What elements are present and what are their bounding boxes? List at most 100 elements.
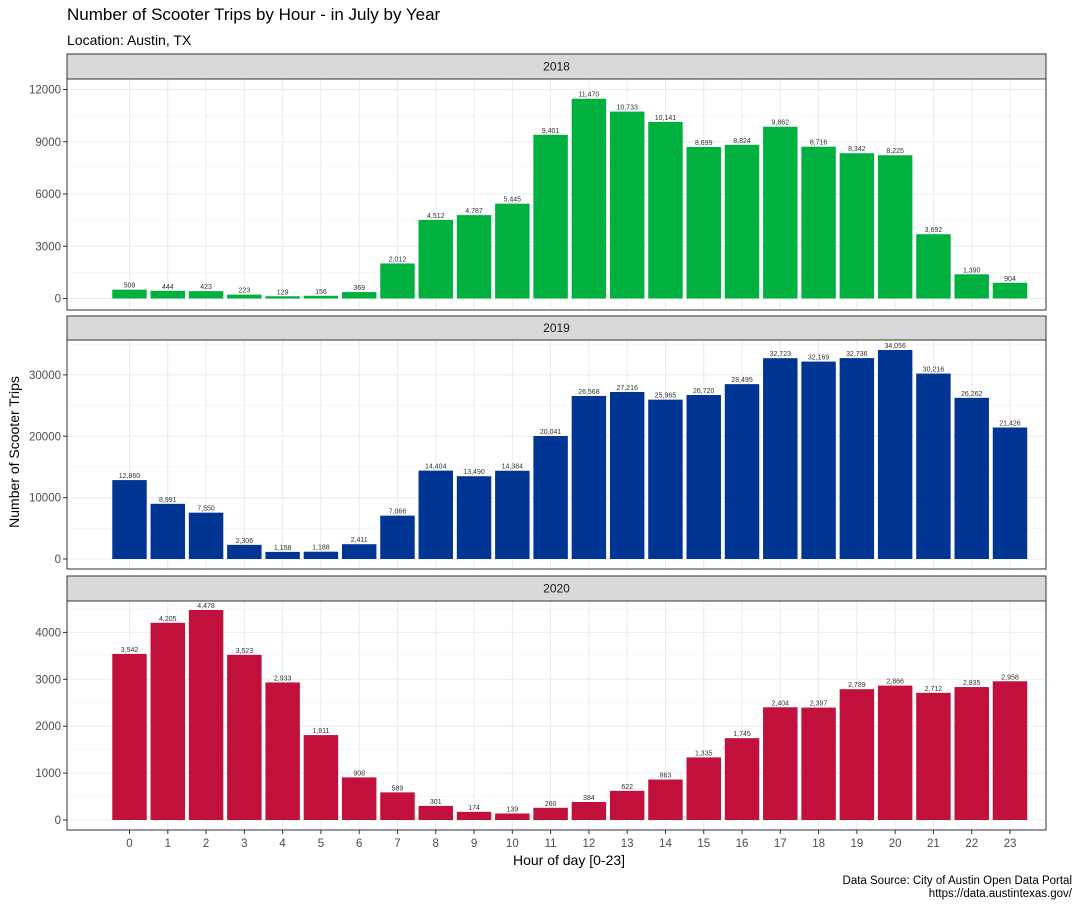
bar-value-label: 1,335 [695, 750, 713, 757]
panel-border [66, 78, 1047, 311]
bar-value-label: 8,716 [810, 140, 828, 147]
x-tick-label: 3 [241, 838, 247, 850]
bar [839, 689, 875, 820]
bar [609, 391, 645, 559]
bar [265, 682, 300, 820]
x-tick-label: 1 [165, 838, 171, 850]
bar [877, 350, 913, 559]
bar-value-label: 4,205 [159, 616, 177, 623]
chart-title: Number of Scooter Trips by Hour - in Jul… [67, 5, 441, 24]
bar-value-label: 12,860 [119, 473, 141, 480]
y-tick-label: 12000 [29, 85, 61, 97]
bar-value-label: 32,736 [846, 351, 868, 358]
x-tick-label: 20 [889, 838, 902, 850]
bar-value-label: 384 [583, 795, 595, 802]
bar-value-label: 2,789 [848, 682, 866, 689]
facet-strip [66, 53, 1047, 80]
bar-value-label: 2,712 [925, 686, 943, 693]
bar-value-label: 589 [392, 785, 404, 792]
x-tick-label: 12 [582, 838, 595, 850]
bar [763, 358, 798, 559]
bar-value-label: 2,404 [772, 700, 790, 707]
bar [724, 384, 760, 559]
bar-value-label: 2,306 [236, 538, 254, 545]
bar [992, 427, 1028, 559]
y-tick-label: 10000 [29, 493, 61, 505]
x-tick-label: 14 [659, 838, 672, 850]
bar-value-label: 30,216 [923, 367, 945, 374]
y-tick-label: 6000 [35, 189, 61, 201]
bar-value-label: 8,991 [159, 497, 177, 504]
bar [916, 234, 951, 299]
caption-source: Data Source: City of Austin Open Data Po… [842, 875, 1072, 887]
panel-border [66, 600, 1047, 831]
x-tick-label: 13 [621, 838, 634, 850]
bar [456, 215, 492, 299]
bar-value-label: 622 [621, 784, 633, 791]
bar-value-label: 156 [315, 289, 327, 296]
bar [992, 681, 1028, 820]
y-tick-label: 20000 [29, 431, 61, 443]
bar-value-label: 2,958 [1001, 674, 1019, 681]
bar [763, 126, 798, 299]
y-tick-label: 9000 [35, 137, 61, 149]
bar-value-label: 11,470 [578, 92, 599, 99]
bar-value-label: 20,041 [540, 429, 562, 436]
bar [839, 358, 875, 559]
bar-value-label: 223 [239, 288, 251, 295]
bar [380, 263, 415, 299]
bar-value-label: 28,495 [731, 377, 753, 384]
bar-value-label: 14,404 [425, 464, 447, 471]
bar-value-label: 1,745 [733, 731, 751, 738]
y-tick-label: 0 [55, 554, 61, 566]
panel-border [66, 339, 1047, 570]
x-tick-label: 11 [545, 838, 557, 850]
x-tick-label: 16 [736, 838, 749, 850]
bar [609, 111, 645, 299]
bar-value-label: 444 [162, 284, 174, 291]
bar-value-label: 9,401 [542, 128, 560, 135]
y-tick-label: 3000 [35, 241, 61, 253]
bar [495, 470, 530, 559]
x-axis: 0 1 2 3 4 5 6 7 8 9 10 11 12 13 14 15 16 17 18 19 20 21 22 23 [126, 830, 1016, 850]
bar [877, 155, 913, 299]
bar [495, 203, 530, 299]
bar [533, 134, 568, 299]
facet-panel-2020: 2020 0 1000 2000 3000 4000 3,542 4,205 4,478 3,52… [35, 575, 1047, 831]
bar [801, 146, 836, 299]
x-tick-label: 6 [356, 838, 362, 850]
x-tick-label: 2 [203, 838, 209, 850]
bar [763, 707, 798, 820]
bar-value-label: 1,390 [963, 267, 981, 274]
bar-value-label: 508 [124, 283, 136, 290]
bar-value-label: 14,384 [502, 464, 524, 471]
bar-value-label: 2,411 [351, 537, 368, 544]
bar-value-label: 908 [353, 770, 365, 777]
bar [188, 610, 224, 820]
x-tick-label: 7 [394, 838, 400, 850]
bar [265, 551, 300, 559]
bar [341, 292, 377, 299]
bar [686, 757, 721, 820]
y-tick-label: 0 [55, 294, 61, 306]
bar [456, 811, 492, 820]
facet-panel-2018: 2018 0 3000 6000 9000 12000 508 444 423 223 129 156… [29, 53, 1047, 311]
bar-value-label: 26,568 [578, 389, 600, 396]
bar [112, 653, 147, 820]
bar [533, 436, 568, 559]
bar-value-label: 863 [660, 773, 672, 780]
bar [418, 470, 453, 559]
facet-strip-label: 2018 [543, 60, 570, 74]
bar [303, 735, 339, 820]
bar [533, 807, 568, 820]
bar [992, 282, 1028, 299]
x-tick-label: 9 [471, 838, 477, 850]
y-tick-label: 1000 [35, 768, 61, 780]
bar-value-label: 10,733 [616, 105, 638, 112]
bar [265, 296, 300, 299]
y-tick-label: 4000 [35, 627, 61, 639]
bar-value-label: 2,866 [886, 679, 904, 686]
bar-value-label: 301 [430, 799, 442, 806]
bar [495, 813, 530, 820]
y-axis-title: Number of Scooter Trips [6, 376, 22, 528]
